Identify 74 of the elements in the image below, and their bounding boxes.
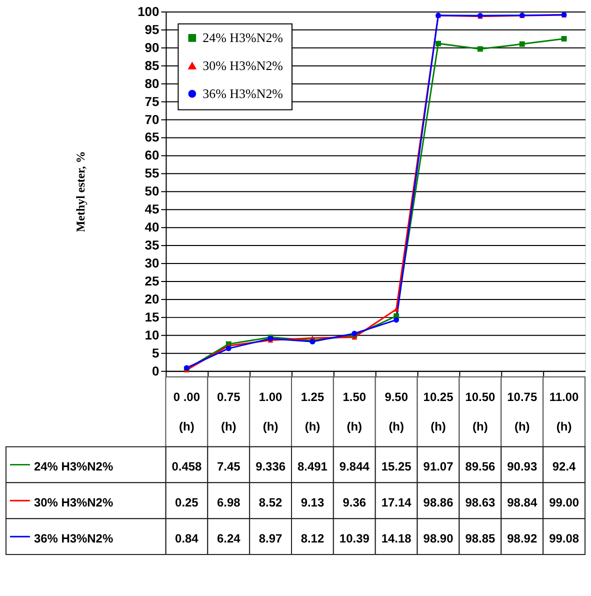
data-label: 99.08 [549,532,580,546]
y-tick-label: 100 [138,4,160,19]
legend-label: 24% H3%N2% [202,30,284,45]
data-label: 98.92 [507,532,538,546]
legend-label: 36% H3%N2% [202,86,284,101]
category-label: 9.50 (h) [384,390,408,434]
data-label: 0.84 [175,532,199,546]
data-label: 17.14 [381,496,412,510]
y-axis-title: Methyl ester, % [74,151,88,232]
text: 30% H3%N2% [34,496,114,510]
category-label: 10.25 (h) [423,390,454,434]
y-tick-label: 5 [152,345,160,360]
point [394,317,400,323]
data-label: 9.36 [342,496,366,510]
point [561,36,567,42]
category-label: 11.00 (h) [549,390,579,434]
data-label: 98.90 [423,532,454,546]
data-label: 9.336 [256,460,286,474]
category-label: 0.75 (h) [216,390,240,434]
data-label: 0.458 [172,460,202,474]
data-label: 91.07 [423,460,454,474]
category-label: 10.50 (h) [465,390,496,434]
data-label: 98.63 [465,496,496,510]
data-label: 89.56 [465,460,496,474]
data-label: 92.4 [552,460,576,474]
data-label: 9.844 [339,460,370,474]
text: 36% H3%N2% [34,532,114,546]
data-label: 14.18 [381,532,412,546]
y-tick-label: 55 [144,166,160,181]
data-label: 10.39 [339,532,370,546]
category-label: 10.75 (h) [507,390,538,434]
data-label: 9.13 [300,496,324,510]
category-label: 1.00 (h) [258,390,282,434]
category-label: 1.50 (h) [342,390,366,434]
point [519,41,525,47]
y-tick-label: 45 [144,202,160,217]
y-tick-label: 75 [144,94,160,109]
point [226,346,232,352]
data-label: 8.491 [297,460,328,474]
data-label: 8.12 [300,532,324,546]
y-tick-label: 0 [152,363,160,378]
legend-label: 30% H3%N2% [202,58,284,73]
y-tick-label: 30 [144,256,160,271]
data-label: 6.24 [216,532,241,546]
y-tick-label: 60 [144,148,160,163]
data-label: 90.93 [507,460,538,474]
y-tick-label: 85 [144,58,160,73]
y-tick-label: 10 [144,327,160,342]
y-tick-label: 90 [144,40,160,55]
data-label: 98.84 [507,496,538,510]
data-label: 7.45 [216,460,241,474]
point [477,46,483,52]
category-label: 1.25 (h) [300,390,324,434]
data-label: 8.52 [258,496,283,510]
y-tick-label: 20 [144,291,160,306]
data-label: 0.25 [175,496,199,510]
y-tick-label: 50 [144,184,160,199]
data-label: 15.25 [381,460,412,474]
category-label: 0 .00 (h) [173,390,200,434]
data-label: 98.85 [465,532,496,546]
data-label: 98.86 [423,496,454,510]
data-label: 99.00 [549,496,580,510]
y-tick-label: 95 [144,22,160,37]
data-label: 6.98 [216,496,241,510]
text: 24% H3%N2% [34,460,114,474]
y-tick-label: 65 [144,130,160,145]
data-label: 8.97 [258,532,283,546]
y-tick-label: 25 [144,273,160,288]
y-tick-label: 15 [144,309,160,324]
y-tick-label: 70 [144,112,160,127]
y-tick-label: 35 [144,238,160,253]
y-tick-label: 40 [144,220,160,235]
y-tick-label: 80 [144,76,160,91]
point [436,40,441,46]
